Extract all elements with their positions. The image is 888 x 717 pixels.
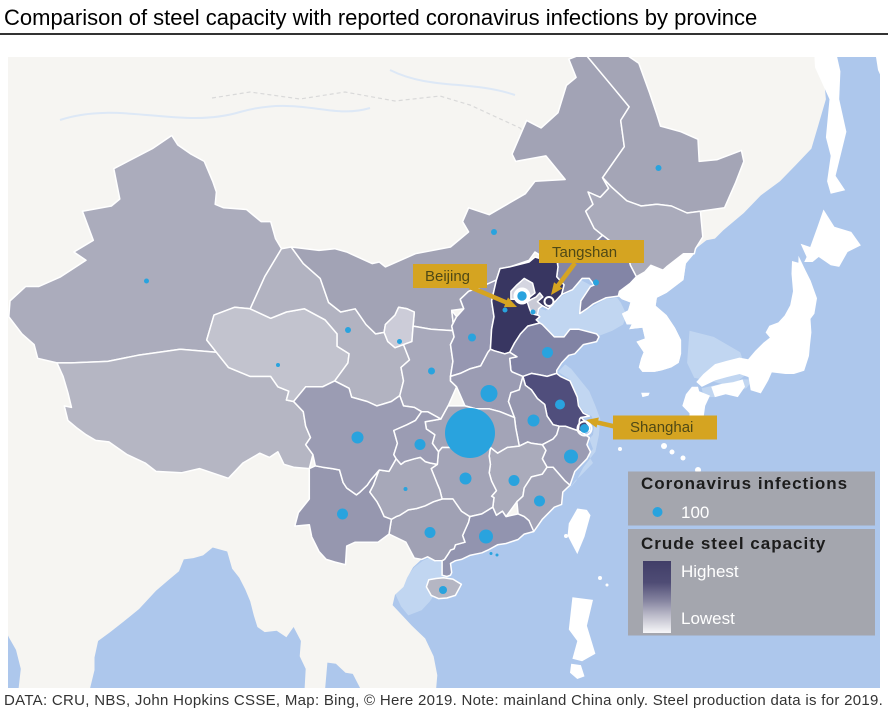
svg-text:Crude steel capacity: Crude steel capacity — [641, 534, 826, 553]
svg-text:Highest: Highest — [681, 562, 739, 581]
svg-text:Tangshan: Tangshan — [552, 244, 617, 261]
svg-text:Shanghai: Shanghai — [630, 419, 693, 436]
svg-text:Beijing: Beijing — [425, 268, 470, 285]
svg-text:Lowest: Lowest — [681, 609, 735, 628]
svg-text:100: 100 — [681, 503, 709, 522]
svg-text:Coronavirus infections: Coronavirus infections — [641, 474, 848, 493]
